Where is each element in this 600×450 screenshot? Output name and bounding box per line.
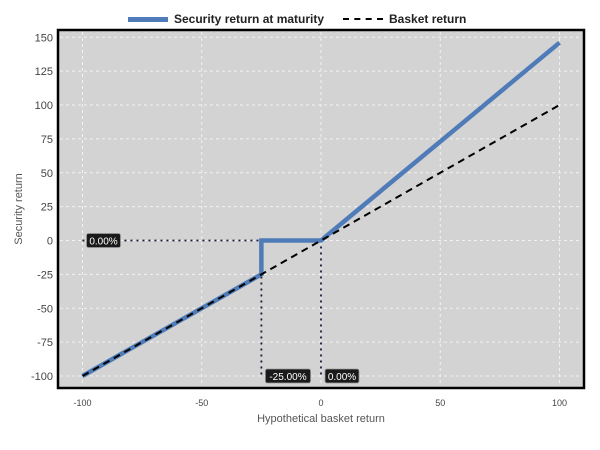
- legend-swatch-security: [128, 16, 168, 22]
- legend-label-basket: Basket return: [389, 12, 467, 26]
- y-tick-label-6: 0: [47, 236, 53, 248]
- annotations: 0.00% -25.00% 0.00%: [86, 233, 360, 384]
- y-tick-label-7: -25: [37, 269, 53, 281]
- annotation-label-0: 0.00%: [89, 237, 117, 248]
- y-tick-label-10: -100: [31, 371, 53, 383]
- y-tick-label-0: 150: [35, 32, 53, 44]
- y-tick-label-9: -75: [37, 337, 53, 349]
- annotation-box-0: [86, 233, 121, 248]
- grid: [60, 32, 582, 386]
- reference-lines: [82, 239, 322, 376]
- y-tick-label-8: -50: [37, 303, 53, 315]
- y-tick-label-2: 100: [35, 100, 53, 112]
- series-line-1: [82, 104, 560, 377]
- y-tick-label-1: 125: [35, 66, 53, 78]
- y-axis-title: Security return: [13, 173, 25, 245]
- y-tick-label-4: 50: [41, 168, 53, 180]
- annotation-box-2: [324, 368, 360, 384]
- x-tick-label-4: 100: [552, 398, 567, 408]
- annotation-1: -25.00%: [264, 368, 311, 384]
- legend-label-security: Security return at maturity: [174, 12, 325, 26]
- legend: Security return at maturity Basket retur…: [0, 8, 600, 30]
- annotation-2: 0.00%: [324, 368, 360, 384]
- legend-swatch-basket: [343, 18, 383, 20]
- x-tick-label-1: -50: [195, 398, 208, 408]
- x-tick-label-3: 50: [435, 398, 445, 408]
- x-axis-ticks: -100 -50 0 50 100: [73, 398, 567, 408]
- annotation-0: 0.00%: [86, 233, 121, 248]
- annotation-label-1: -25.00%: [269, 372, 306, 383]
- x-tick-label-0: -100: [73, 398, 91, 408]
- y-tick-label-3: 75: [41, 134, 53, 146]
- legend-item-basket: Basket return: [343, 8, 466, 30]
- annotation-box-1: [264, 368, 311, 384]
- x-tick-label-2: 0: [318, 398, 323, 408]
- y-tick-label-5: 25: [41, 202, 53, 214]
- annotation-label-2: 0.00%: [328, 372, 356, 383]
- legend-item-security: Security return at maturity: [128, 8, 324, 30]
- series-layer: [81, 40, 561, 378]
- x-axis-title: Hypothetical basket return: [257, 413, 385, 425]
- y-axis-ticks: 150 125 100 75 50 25 0 -25 -50 -75 -100: [31, 32, 53, 383]
